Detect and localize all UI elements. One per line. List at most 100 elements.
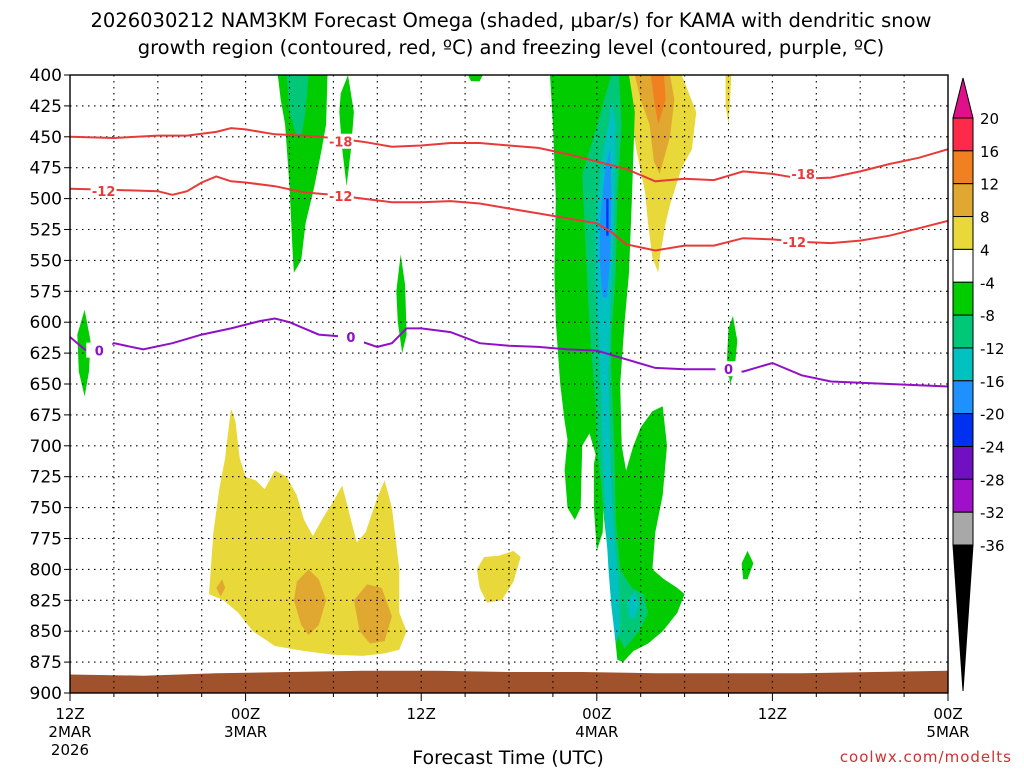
y-tick-label-650: 650 bbox=[30, 375, 62, 395]
colorbar-segment-6 bbox=[952, 314, 974, 349]
contour-label-3: -12 bbox=[329, 190, 353, 205]
y-tick-label-700: 700 bbox=[30, 437, 62, 457]
y-tick-label-625: 625 bbox=[30, 344, 62, 364]
y-tick-label-475: 475 bbox=[30, 159, 62, 179]
contour-label-1: -18 bbox=[791, 168, 815, 183]
y-tick-label-775: 775 bbox=[30, 530, 62, 550]
colorbar-segment-12 bbox=[952, 511, 974, 546]
x-tick-label-4: 12Z bbox=[758, 705, 787, 723]
y-tick-label-675: 675 bbox=[30, 406, 62, 426]
colorbar-label-6: -8 bbox=[980, 307, 995, 325]
colorbar-segment-8 bbox=[952, 380, 974, 415]
y-tick-label-850: 850 bbox=[30, 622, 62, 642]
colorbar-label-8: -16 bbox=[980, 373, 1005, 391]
chart-title-line-1: 2026030212 NAM3KM Forecast Omega (shaded… bbox=[91, 9, 932, 32]
colorbar-label-10: -24 bbox=[980, 439, 1005, 457]
contour-label-5: 0 bbox=[95, 345, 104, 360]
colorbar-bottom-arrow bbox=[952, 544, 974, 692]
contour-label-6: 0 bbox=[346, 331, 355, 346]
colorbar-label-13: -36 bbox=[980, 537, 1005, 555]
y-tick-label-600: 600 bbox=[30, 313, 62, 333]
contour-label-bg-6 bbox=[337, 329, 364, 345]
omega-shade-shade_4_8-0 bbox=[209, 408, 407, 656]
omega-shade-shade_n4_n8-16 bbox=[741, 550, 754, 580]
omega-shade-shade_n12_n16-21 bbox=[627, 591, 640, 619]
colorbar-segment-11 bbox=[952, 478, 974, 513]
colorbar-label-0: 20 bbox=[980, 110, 999, 128]
contour-label-bg-0 bbox=[327, 133, 354, 149]
y-tick-label-800: 800 bbox=[30, 560, 62, 580]
y-tick-label-725: 725 bbox=[30, 468, 62, 488]
contour-label-bg-2 bbox=[90, 183, 117, 199]
y-tick-label-550: 550 bbox=[30, 251, 62, 271]
omega-shade-shade_12_16-8 bbox=[650, 75, 666, 125]
x-tick-label-2: 12Z bbox=[407, 705, 436, 723]
x-tick-sublabel-5: 5MAR bbox=[926, 723, 969, 741]
colorbar-segment-0 bbox=[952, 117, 974, 152]
x-tick-sublabel-1: 3MAR bbox=[224, 723, 267, 741]
y-tick-label-875: 875 bbox=[30, 653, 62, 673]
y-tick-label-575: 575 bbox=[30, 282, 62, 302]
x-tick-label-5: 00Z bbox=[933, 705, 962, 723]
omega-shade-shade_n4_n8-9 bbox=[277, 75, 328, 273]
colorbar-label-12: -32 bbox=[980, 504, 1005, 522]
omega-shade-shade_n8_n12-18 bbox=[286, 75, 309, 137]
omega-shade-shade_n20_n24-23 bbox=[606, 198, 609, 236]
colorbar-top-arrow bbox=[952, 77, 974, 119]
credit-text: coolwx.com/modelts bbox=[840, 748, 1012, 766]
omega-shade-shade_8_12-7 bbox=[216, 579, 226, 597]
x-tick-sublabel-0: 2MAR bbox=[48, 723, 91, 741]
colorbar-segment-2 bbox=[952, 183, 974, 218]
y-tick-label-450: 450 bbox=[30, 128, 62, 148]
colorbar-segment-10 bbox=[952, 446, 974, 480]
y-tick-label-900: 900 bbox=[30, 684, 62, 704]
contour-label-bg-7 bbox=[715, 361, 742, 377]
colorbar-label-1: 16 bbox=[980, 143, 999, 161]
plot-area: -18 -18 -12 -12 -12 0 0 0 400 425 450 475 500 525 550 5… bbox=[30, 66, 970, 759]
colorbar-label-2: 12 bbox=[980, 176, 999, 194]
colorbar-segment-4 bbox=[952, 248, 974, 283]
omega-shade-shade_4_8-2 bbox=[626, 75, 697, 273]
colorbar-segment-7 bbox=[952, 347, 974, 382]
contour-label-7: 0 bbox=[724, 363, 733, 378]
y-tick-label-400: 400 bbox=[30, 66, 62, 86]
colorbar-label-7: -12 bbox=[980, 340, 1005, 358]
omega-shade-shade_8_12-5 bbox=[293, 569, 327, 635]
omega-shade-shade_8_12-6 bbox=[353, 584, 392, 644]
x-axis-label: Forecast Time (UTC) bbox=[412, 747, 603, 768]
y-tick-label-825: 825 bbox=[30, 591, 62, 611]
y-tick-label-525: 525 bbox=[30, 221, 62, 241]
colorbar-label-5: -4 bbox=[980, 274, 995, 292]
colorbar-label-3: 8 bbox=[980, 209, 990, 227]
contour-label-2: -12 bbox=[92, 185, 116, 200]
omega-shade-shade_n4_n8-10 bbox=[339, 75, 354, 187]
y-tick-label-425: 425 bbox=[30, 97, 62, 117]
contour-label-4: -12 bbox=[783, 236, 807, 251]
contour-label-bg-1 bbox=[790, 165, 817, 181]
contour-label-0: -18 bbox=[329, 136, 353, 151]
x-tick-label-0: 12Z bbox=[55, 705, 84, 723]
contour-label-bg-5 bbox=[86, 342, 113, 358]
colorbar: 20 16 12 8 4 -4 -8 -12 -16 -20 -24 -28 -32 -36 bbox=[952, 77, 1005, 692]
x-tick-sublabel-3: 4MAR bbox=[575, 723, 618, 741]
colorbar-segment-9 bbox=[952, 413, 974, 447]
colorbar-segment-1 bbox=[952, 150, 974, 185]
chart-title-line-2: growth region (contoured, red, ºC) and f… bbox=[138, 36, 885, 59]
omega-shade-shade_n16_n20-22 bbox=[599, 149, 612, 298]
x-tick-label-1: 00Z bbox=[231, 705, 260, 723]
colorbar-label-9: -20 bbox=[980, 406, 1005, 424]
colorbar-segment-5 bbox=[952, 281, 974, 316]
omega-shade-shade_n4_n8-11 bbox=[77, 309, 91, 397]
contour-label-bg-3 bbox=[327, 188, 354, 204]
colorbar-label-11: -28 bbox=[980, 471, 1005, 489]
y-tick-label-750: 750 bbox=[30, 499, 62, 519]
contour-purple-0 bbox=[70, 317, 948, 388]
x-tick-sublabel2-0: 2026 bbox=[51, 741, 89, 759]
colorbar-label-4: 4 bbox=[980, 241, 990, 259]
contour-label-bg-4 bbox=[781, 233, 808, 249]
plot-inner: -18 -18 -12 -12 -12 0 0 0 bbox=[70, 75, 948, 693]
omega-shade-shade_n4_n8-12 bbox=[396, 254, 407, 354]
x-tick-label-3: 00Z bbox=[582, 705, 611, 723]
